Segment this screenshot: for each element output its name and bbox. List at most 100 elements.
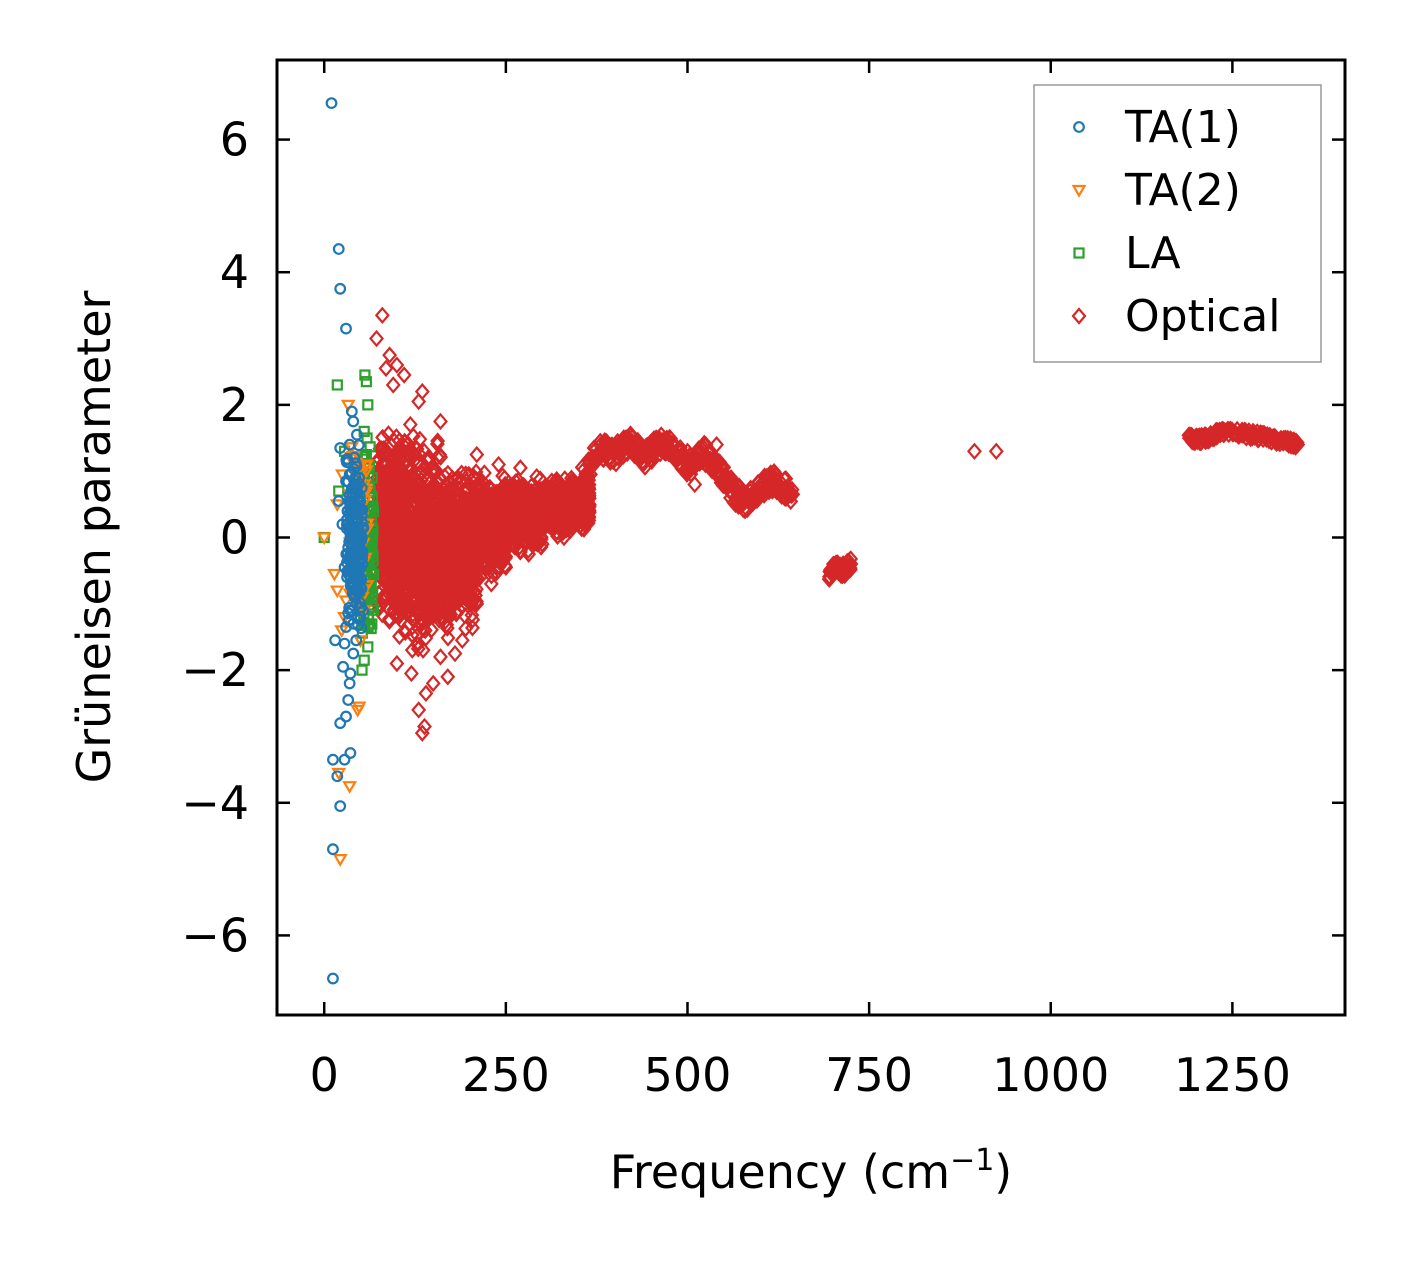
optical-point [372, 477, 388, 495]
optical-point [988, 442, 1004, 460]
optical-point [452, 495, 468, 514]
optical-point [479, 555, 495, 574]
optical-point [369, 329, 384, 348]
optical-point [447, 644, 463, 663]
optical-point [424, 535, 440, 553]
ta1-point [327, 843, 339, 856]
y-tick-label: 0 [220, 511, 249, 565]
optical-point [399, 486, 415, 504]
optical-point [495, 519, 511, 538]
ta2-point [326, 568, 342, 582]
optical-point [469, 502, 485, 520]
optical-point [448, 604, 464, 622]
optical-point [412, 430, 428, 448]
optical-point [404, 502, 420, 521]
optical-point [397, 514, 413, 532]
y-tick-label: 4 [220, 245, 249, 299]
optical-point [417, 500, 433, 518]
optical-point [483, 481, 499, 499]
optical-point [417, 717, 432, 736]
x-tick-label: 500 [644, 1048, 732, 1102]
optical-point [378, 359, 394, 378]
ta2-point [342, 781, 358, 794]
optical-point [466, 569, 482, 587]
optical-point [396, 524, 412, 542]
plot-area [316, 97, 1306, 985]
optical-point [499, 494, 515, 513]
legend-label-la: LA [1125, 228, 1181, 279]
optical-point [464, 606, 480, 624]
ta1-point [343, 677, 356, 690]
la-point [362, 641, 374, 653]
ta1-point [342, 694, 355, 706]
optical-point [379, 533, 395, 551]
ta1-point [347, 647, 360, 660]
optical-point [453, 558, 469, 577]
legend: TA(1) TA(2) LA Optical [1033, 84, 1322, 363]
optical-point [415, 507, 431, 525]
optical-point [415, 591, 431, 609]
optical-point [469, 568, 485, 587]
optical-point [426, 466, 442, 484]
optical-point [375, 500, 391, 518]
optical-point [377, 568, 393, 586]
optical-point [418, 570, 434, 589]
optical-point [511, 504, 527, 522]
optical-point [445, 481, 460, 499]
optical-point [479, 523, 495, 542]
legend-label-ta1: TA(1) [1124, 102, 1241, 153]
y-tick-label: −6 [181, 908, 249, 962]
optical-point [373, 460, 389, 479]
optical-point [389, 471, 405, 489]
optical-point [440, 629, 456, 647]
optical-point [441, 480, 457, 499]
optical-point [403, 566, 418, 584]
x-tick-label: 1250 [1174, 1048, 1291, 1102]
x-tick-label: 750 [825, 1048, 913, 1102]
x-tick-label: 250 [462, 1048, 550, 1102]
optical-point [449, 507, 465, 525]
ta1-point [327, 753, 339, 766]
ta1-point [344, 667, 357, 680]
optical-point [396, 437, 412, 455]
ta1-point [344, 747, 357, 759]
optical-point [403, 664, 419, 683]
optical-point [393, 554, 409, 573]
ta1-point [327, 972, 339, 985]
optical-point [498, 503, 514, 521]
optical-point [421, 586, 437, 605]
optical-point [421, 607, 437, 625]
optical-point [512, 459, 528, 477]
ta1-point [347, 415, 360, 428]
optical-point [391, 451, 407, 469]
optical-point [379, 485, 395, 504]
optical-point [392, 627, 407, 646]
y-tick-label: −2 [181, 643, 249, 697]
optical-point [379, 445, 395, 463]
ta1-point [325, 97, 338, 110]
optical-point [515, 511, 531, 529]
series-ta1 [325, 97, 370, 985]
optical-point [495, 535, 510, 553]
optical-point [413, 462, 429, 481]
optical-point [472, 568, 488, 586]
optical-point [439, 619, 455, 637]
optical-point [390, 535, 406, 554]
optical-point [372, 481, 388, 500]
la-point [333, 485, 345, 497]
ta1-point [329, 634, 342, 647]
optical-point [446, 520, 462, 538]
optical-point [373, 440, 389, 459]
optical-point [440, 529, 456, 547]
optical-point [394, 469, 409, 488]
optical-point [429, 489, 445, 507]
optical-point [400, 520, 416, 539]
optical-point [476, 464, 492, 482]
x-axis-label-close: ) [994, 1145, 1012, 1199]
optical-point [424, 621, 439, 639]
la-point [331, 379, 343, 391]
ta1-point [334, 282, 347, 295]
optical-point [428, 565, 444, 584]
optical-point [391, 458, 407, 477]
